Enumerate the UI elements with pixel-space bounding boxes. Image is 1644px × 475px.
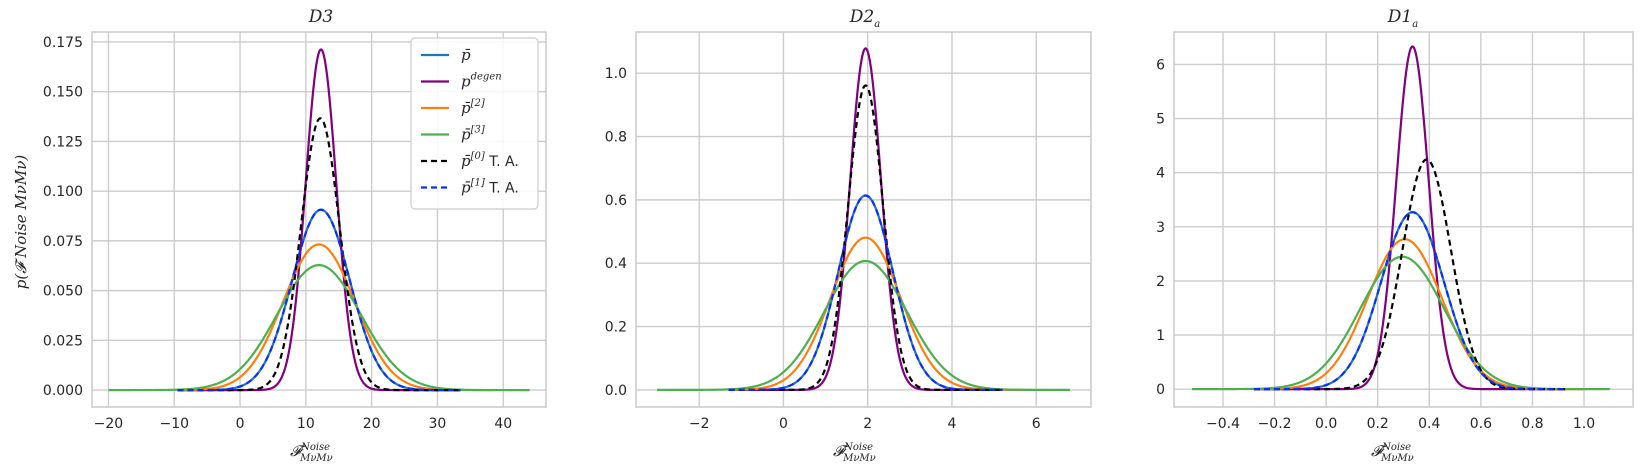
y-tick-label: 1.0 (605, 66, 627, 82)
chart-title: D3 (308, 7, 333, 27)
y-tick-label: 1 (1156, 328, 1165, 344)
y-tick-label: 0.0 (605, 383, 627, 399)
y-tick-label: 0.050 (43, 284, 83, 300)
x-axis-label: 𝓕Noise MνMν (833, 442, 876, 464)
x-tick-label: 0.0 (1315, 416, 1337, 432)
legend-label: p̄ (461, 46, 471, 64)
x-tick-label: −20 (94, 416, 124, 432)
axes-frame (1173, 31, 1634, 408)
x-tick-label: 0.8 (1521, 416, 1543, 432)
y-tick-label: 0.6 (605, 193, 627, 209)
x-tick-label: 4 (948, 416, 957, 432)
axes-frame (91, 31, 547, 408)
x-tick-label: 1.0 (1573, 416, 1595, 432)
series-lines (657, 47, 1070, 391)
y-tick-label: 0 (1156, 382, 1165, 398)
series-line (728, 194, 1003, 391)
x-tick-labels: −20 −10 0 10 20 30 40 (94, 416, 512, 432)
legend-label: p̄[3] (461, 125, 485, 144)
legend: p̄ pdegen p̄[2] p̄[3] p̄[0] T. A. p̄[1] T. A. (410, 37, 539, 210)
y-tick-label: 0.2 (605, 320, 627, 336)
grid (636, 32, 1091, 407)
series-line (177, 208, 461, 392)
x-tick-label: 6 (1032, 416, 1041, 432)
x-axis-label: 𝓕Noise MνMν (1371, 442, 1414, 464)
plot-area (636, 32, 1091, 407)
y-tick-label: 4 (1156, 166, 1165, 182)
x-tick-label: −0.2 (1258, 416, 1292, 432)
x-tick-label: 0.6 (1470, 416, 1492, 432)
series-lines (1191, 45, 1610, 391)
legend-label: p̄[2] (461, 98, 485, 117)
y-axis-label: p(𝓕 Noise MνMν) (12, 155, 30, 290)
chart-title: D1a (1387, 7, 1418, 30)
x-tick-label: 0 (236, 416, 245, 432)
x-tick-label: 0.2 (1367, 416, 1389, 432)
legend-label: p̄[0] T. A. (461, 151, 519, 170)
axes-border (635, 31, 1092, 408)
series-lines (108, 48, 530, 392)
y-tick-label: 0.8 (605, 130, 627, 146)
y-tick-label: 0.000 (43, 383, 83, 399)
x-tick-label: −2 (689, 416, 710, 432)
y-tick-label: 0.075 (43, 234, 83, 250)
x-tick-labels: −2 0 2 4 6 (689, 416, 1041, 432)
y-tick-label: 0.125 (43, 134, 83, 150)
subplot-d2a: −2 0 2 4 6 0.0 0.2 0.4 0.6 0.8 1.0 D2a 𝓕Noise MνMν (605, 7, 1092, 464)
series-line (177, 117, 461, 392)
y-tick-label: 2 (1156, 274, 1165, 290)
x-tick-labels: −0.4 −0.2 0.0 0.2 0.4 0.6 0.8 1.0 (1206, 416, 1595, 432)
y-tick-labels: 0.0 0.2 0.4 0.6 0.8 1.0 (605, 66, 627, 399)
x-tick-label: 0.4 (1418, 416, 1440, 432)
chart-title: D2a (849, 7, 880, 30)
x-tick-label: 40 (494, 416, 512, 432)
svg-text:p(𝓕 Noise MνMν): p(𝓕 Noise MνMν) (12, 155, 30, 290)
legend-label: p̄[1] T. A. (461, 178, 519, 197)
y-tick-labels: 0 1 2 3 4 5 6 (1156, 57, 1165, 398)
x-axis-label: 𝓕Noise MνMν (290, 442, 333, 464)
x-tick-label: 0 (779, 416, 788, 432)
x-tick-label: 10 (297, 416, 315, 432)
x-tick-label: 30 (429, 416, 447, 432)
y-tick-label: 0.4 (605, 256, 627, 272)
axes-border (1173, 31, 1634, 408)
y-tick-label: 5 (1156, 112, 1165, 128)
x-tick-label: −0.4 (1206, 416, 1240, 432)
series-line (177, 48, 461, 392)
subplot-d3: −20 −10 0 10 20 30 40 0.000 0.025 0.050 0.075 0.10… (12, 7, 547, 464)
y-tick-label: 0.100 (43, 184, 83, 200)
series-line (1253, 211, 1567, 391)
legend-label: pdegen (461, 72, 502, 91)
y-tick-label: 3 (1156, 220, 1165, 236)
axes-frame (635, 31, 1092, 408)
y-tick-label: 0.150 (43, 85, 83, 101)
axes-border (91, 31, 547, 408)
x-tick-label: 20 (363, 416, 381, 432)
y-tick-label: 0.025 (43, 333, 83, 349)
y-tick-label: 0.175 (43, 35, 83, 51)
x-tick-label: −10 (159, 416, 189, 432)
y-tick-label: 6 (1156, 57, 1165, 73)
subplot-d1a: −0.4 −0.2 0.0 0.2 0.4 0.6 0.8 1.0 0 1 2 3 4 5 6 D1a 𝓕… (1156, 7, 1634, 464)
x-tick-label: 2 (863, 416, 872, 432)
y-tick-labels: 0.000 0.025 0.050 0.075 0.100 0.125 0.150 0.175 (43, 35, 83, 399)
